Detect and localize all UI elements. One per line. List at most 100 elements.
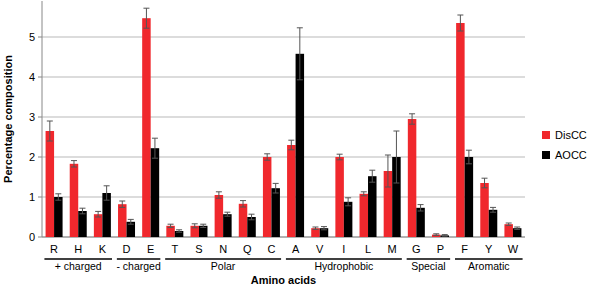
bar [344, 202, 353, 237]
error-bar [321, 227, 327, 230]
x-tick-label: Y [485, 243, 493, 255]
error-bar-cap [249, 214, 255, 215]
error-bar-stem [218, 192, 219, 198]
error-bar [128, 219, 134, 224]
y-axis-label: Percentage composition [2, 55, 14, 183]
x-tick-label: F [461, 243, 468, 255]
bar [223, 214, 232, 237]
error-bar-cap [514, 229, 520, 230]
error-bar-cap [55, 193, 61, 194]
bar [465, 157, 474, 237]
error-bar-cap [457, 15, 463, 16]
grid-line [42, 157, 525, 158]
x-tick-label: A [292, 243, 300, 255]
error-bar-stem [372, 170, 373, 182]
bar [70, 164, 79, 237]
y-tick [38, 237, 42, 238]
error-bar-cap [55, 200, 61, 201]
error-bar [273, 183, 279, 193]
y-tick-label: 2 [29, 151, 35, 163]
bar [271, 188, 280, 237]
error-bar [482, 178, 488, 188]
error-bar-cap [104, 185, 110, 186]
x-tick-label: W [508, 243, 519, 255]
error-bar-cap [47, 141, 53, 142]
error-bar [240, 201, 246, 207]
x-tick-label: I [342, 243, 345, 255]
grid-line [42, 37, 525, 38]
error-bar-cap [240, 207, 246, 208]
error-bar [385, 155, 391, 187]
y-tick [38, 157, 42, 158]
error-bar-cap [506, 225, 512, 226]
bar [311, 228, 320, 237]
legend-label: AOCC [555, 149, 587, 161]
error-bar-cap [433, 233, 439, 234]
bar [215, 195, 224, 237]
y-axis [42, 1, 43, 237]
error-bar-cap [409, 124, 415, 125]
error-bar [506, 223, 512, 225]
bar [335, 157, 344, 237]
error-bar [418, 205, 424, 211]
error-bar [152, 138, 158, 158]
bar [127, 222, 135, 237]
error-bar-cap [466, 163, 472, 164]
error-bar-cap [409, 113, 415, 114]
error-bar-cap [119, 207, 125, 208]
error-bar-cap [192, 223, 198, 224]
error-bar-cap [47, 121, 53, 122]
bar [142, 18, 151, 237]
error-bar [466, 150, 472, 164]
error-bar-cap [288, 140, 294, 141]
error-bar-stem [106, 186, 107, 200]
error-bar-cap [95, 211, 101, 212]
bar [513, 228, 522, 237]
bar [416, 208, 425, 237]
error-bar-cap [385, 155, 391, 156]
error-bar [457, 15, 463, 31]
error-bar-cap [216, 191, 222, 192]
chart: 012345RHKDETSNQCAVILMGPFYW+ charged- cha… [0, 0, 602, 289]
bar [440, 235, 449, 237]
bar [489, 210, 498, 237]
error-bar [47, 121, 53, 141]
grid-line [42, 197, 525, 198]
x-tick-label: L [365, 243, 371, 255]
error-bar-cap [393, 131, 399, 132]
bar [432, 235, 441, 237]
y-tick [38, 77, 42, 78]
error-bar-cap [273, 183, 279, 184]
bar [247, 217, 256, 237]
error-bar-cap [369, 170, 375, 171]
error-bar-cap [95, 217, 101, 218]
error-bar-stem [82, 208, 83, 214]
error-bar-cap [264, 160, 270, 161]
error-bar-cap [143, 28, 149, 29]
error-bar-cap [337, 154, 343, 155]
error-bar-cap [442, 236, 448, 237]
error-bar-stem [291, 140, 292, 150]
error-bar-stem [468, 150, 469, 164]
y-tick-label: 3 [29, 111, 35, 123]
error-bar-stem [493, 207, 494, 212]
grid-line [42, 117, 525, 118]
error-bar [79, 208, 85, 214]
error-bar-cap [433, 235, 439, 236]
x-tick-label: M [388, 243, 397, 255]
error-bar-cap [119, 201, 125, 202]
x-tick-label: H [74, 243, 82, 255]
bar [175, 231, 184, 237]
error-bar [119, 201, 125, 207]
error-bar [168, 224, 174, 227]
error-bar [104, 186, 110, 200]
x-tick-label: V [316, 243, 324, 255]
error-bar-cap [418, 211, 424, 212]
error-bar-cap [345, 197, 351, 198]
error-bar-cap [273, 193, 279, 194]
error-bar-cap [457, 31, 463, 32]
error-bar [143, 8, 149, 28]
error-bar-cap [152, 138, 158, 139]
error-bar-cap [482, 178, 488, 179]
error-bar-stem [267, 154, 268, 160]
